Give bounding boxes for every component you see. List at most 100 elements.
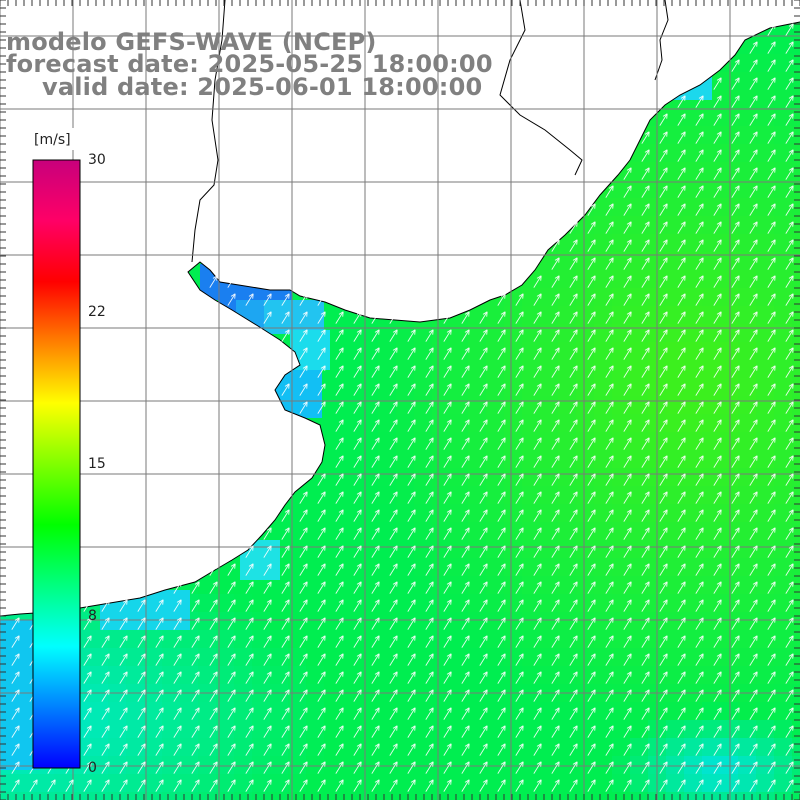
wind-arrow	[677, 347, 686, 360]
wind-arrow	[137, 671, 146, 684]
field-cell	[378, 738, 397, 757]
field-cell	[792, 432, 800, 451]
wind-arrow	[461, 671, 470, 684]
field-cell	[360, 396, 379, 415]
wind-arrow	[695, 275, 704, 288]
field-cell	[774, 306, 793, 325]
field-cell	[594, 396, 613, 415]
wind-arrow	[371, 365, 380, 378]
field-cell	[468, 360, 487, 379]
field-cell	[342, 396, 361, 415]
wind-arrow	[533, 473, 542, 486]
field-cell	[792, 108, 800, 127]
field-cell	[360, 792, 379, 800]
wind-arrow	[443, 671, 452, 684]
wind-arrow	[677, 671, 686, 684]
field-cell	[612, 576, 631, 595]
field-cell	[144, 738, 163, 757]
wind-arrow	[533, 671, 542, 684]
field-cell	[342, 504, 361, 523]
field-cell	[756, 144, 775, 163]
wind-arrow	[623, 563, 632, 576]
field-cell	[792, 522, 800, 541]
field-cell	[432, 504, 451, 523]
field-cell	[612, 324, 631, 343]
wind-arrow	[479, 401, 488, 414]
wind-arrow	[443, 617, 452, 630]
field-cell	[540, 630, 559, 649]
wind-arrow	[641, 257, 650, 270]
field-cell	[432, 522, 451, 541]
field-cell	[684, 594, 703, 613]
field-cell	[756, 126, 775, 145]
wind-arrow	[425, 527, 434, 540]
wind-arrow	[749, 131, 758, 144]
field-cell	[774, 342, 793, 361]
wind-arrow	[749, 59, 758, 72]
wind-arrow	[659, 383, 668, 396]
field-cell	[540, 756, 559, 775]
wind-arrow	[407, 509, 416, 522]
wind-arrow	[353, 707, 362, 720]
field-cell	[432, 432, 451, 451]
wind-arrow	[425, 383, 434, 396]
wind-arrow	[515, 419, 524, 432]
field-cell	[108, 720, 127, 739]
field-cell	[270, 720, 289, 739]
field-cell	[18, 792, 37, 800]
wind-arrow	[767, 491, 776, 504]
field-cell	[270, 594, 289, 613]
wind-arrow	[695, 437, 704, 450]
wind-arrow	[569, 239, 578, 252]
field-cell	[468, 576, 487, 595]
wind-arrow	[533, 689, 542, 702]
colorbar-tick-0: 0	[88, 760, 97, 776]
field-cell	[612, 612, 631, 631]
wind-arrow	[731, 347, 740, 360]
wind-arrow	[263, 725, 272, 738]
wind-arrow	[587, 509, 596, 522]
wind-arrow	[371, 401, 380, 414]
wind-arrow	[263, 707, 272, 720]
wind-arrow	[101, 725, 110, 738]
wind-arrow	[515, 491, 524, 504]
wind-arrow	[551, 617, 560, 630]
wind-arrow	[407, 563, 416, 576]
wind-arrow	[749, 113, 758, 126]
field-cell	[594, 504, 613, 523]
field-cell	[504, 540, 523, 559]
wind-arrow	[623, 653, 632, 666]
field-cell	[360, 648, 379, 667]
field-cell	[630, 162, 649, 181]
field-cell	[432, 774, 451, 793]
field-cell	[360, 558, 379, 577]
wind-arrow	[245, 545, 254, 558]
wind-arrow	[785, 545, 794, 558]
wind-arrow	[767, 563, 776, 576]
wind-arrow	[713, 779, 722, 792]
field-cell	[612, 180, 631, 199]
wind-arrow	[785, 149, 794, 162]
wind-arrow	[335, 455, 344, 468]
wind-arrow	[587, 239, 596, 252]
field-cell	[540, 486, 559, 505]
wind-arrow	[11, 761, 20, 774]
wind-arrow	[137, 707, 146, 720]
wind-arrow	[317, 347, 326, 360]
field-cell	[630, 720, 649, 739]
wind-arrow	[605, 473, 614, 486]
wind-arrow	[371, 707, 380, 720]
wind-arrow	[713, 239, 722, 252]
field-cell	[666, 432, 685, 451]
field-cell	[360, 450, 379, 469]
field-cell	[666, 486, 685, 505]
field-cell	[342, 702, 361, 721]
field-cell	[774, 198, 793, 217]
wind-arrow	[767, 41, 776, 54]
field-cell	[774, 738, 793, 757]
field-cell	[486, 774, 505, 793]
field-cell	[270, 702, 289, 721]
field-cell	[774, 774, 793, 793]
wind-arrow	[767, 131, 776, 144]
